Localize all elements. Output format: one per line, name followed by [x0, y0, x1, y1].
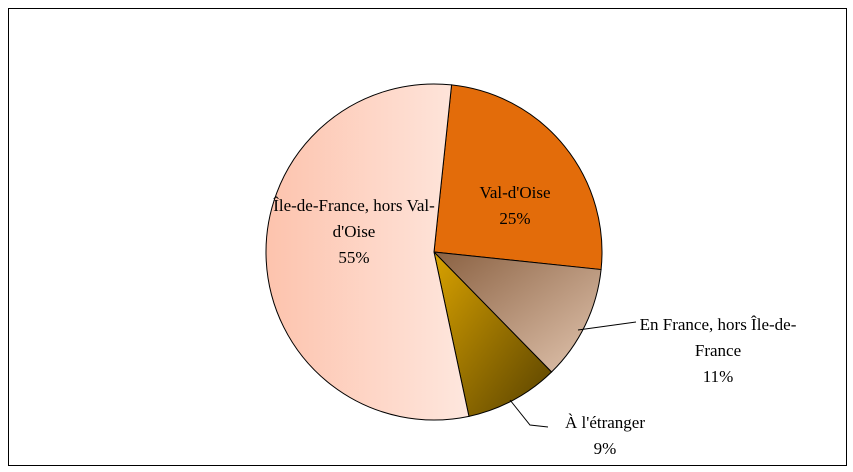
pie-slice [433, 84, 603, 271]
leader-line [577, 321, 637, 331]
slice-label: À l'étranger 9% [535, 410, 675, 462]
category-label: Val-d'Oise [479, 183, 551, 202]
value-label: 55% [338, 248, 370, 267]
slice-label: Val-d'Oise 25% [455, 180, 575, 232]
pie-slice [433, 250, 553, 417]
slice-label: Île-de-France, hors Val-d'Oise 55% [272, 193, 437, 271]
category-label: À l'étranger [565, 413, 645, 432]
category-label: En France, hors Île-de-France [639, 315, 797, 360]
leader-line [509, 399, 549, 428]
value-label: 25% [499, 209, 531, 228]
value-label: 11% [702, 367, 734, 386]
pie-slice [265, 83, 470, 421]
frame [8, 8, 847, 466]
category-label: Île-de-France, hors Val-d'Oise [273, 196, 435, 241]
slice-label: En France, hors Île-de-France 11% [631, 312, 806, 390]
pie-slice [432, 251, 602, 373]
value-label: 9% [593, 439, 617, 458]
